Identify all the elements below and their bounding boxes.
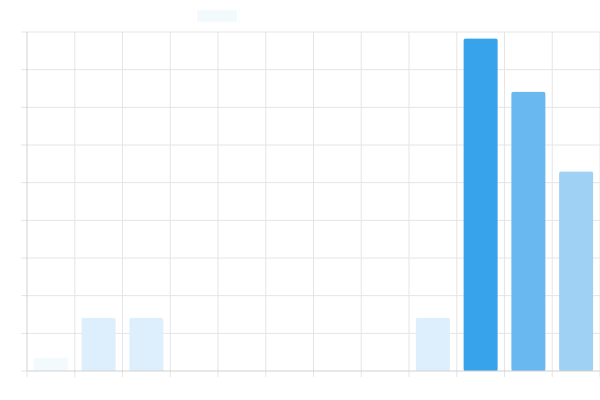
- bar: [129, 317, 164, 371]
- bars: [33, 38, 594, 371]
- bar: [81, 317, 116, 371]
- bar: [511, 91, 546, 371]
- bar: [33, 357, 68, 371]
- bar: [559, 171, 594, 371]
- bar: [415, 317, 450, 371]
- bar: [463, 38, 498, 371]
- legend-swatch[interactable]: [197, 10, 237, 22]
- axes: [26, 32, 600, 372]
